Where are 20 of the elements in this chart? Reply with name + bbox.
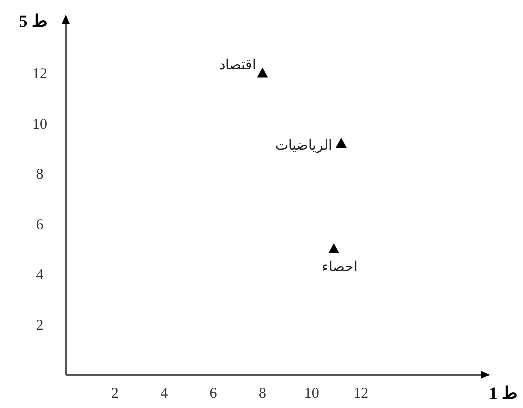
annotation: الرياضيات [275, 139, 332, 154]
annotation: اقتصاد [220, 58, 257, 74]
point [257, 68, 268, 78]
y-axis-title: ط 5 [19, 12, 48, 31]
x-tick-label: 12 [354, 386, 369, 402]
x-tick-label: 4 [160, 386, 169, 402]
y-tick-label: 12 [32, 66, 48, 83]
y-tick-label: 8 [36, 167, 44, 184]
y-tick-label: 6 [36, 217, 44, 234]
x-tick-label: 6 [210, 386, 218, 402]
point [328, 243, 340, 254]
y-tick-label: 2 [36, 318, 44, 334]
y-tick-label: 10 [32, 116, 48, 133]
point [336, 138, 347, 148]
annotation: احصاء [322, 260, 358, 276]
y-tick-label: 4 [36, 268, 44, 284]
x-tick-label: 2 [111, 386, 119, 402]
x-tick-label: 8 [258, 386, 266, 402]
x-axis-title: ط 1 [489, 384, 518, 403]
x-tick-label: 10 [304, 386, 320, 402]
